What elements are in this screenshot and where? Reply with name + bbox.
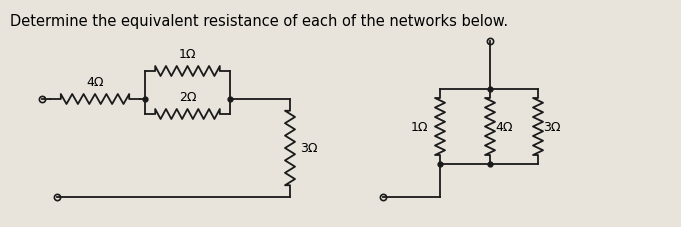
- Text: 3Ω: 3Ω: [300, 142, 317, 155]
- Text: 4Ω: 4Ω: [495, 121, 513, 133]
- Text: 4Ω: 4Ω: [86, 76, 104, 89]
- Text: Determine the equivalent resistance of each of the networks below.: Determine the equivalent resistance of e…: [10, 14, 508, 29]
- Text: 3Ω: 3Ω: [543, 121, 560, 133]
- Text: 1Ω: 1Ω: [178, 48, 196, 61]
- Text: 2Ω: 2Ω: [178, 91, 196, 104]
- Text: 1Ω: 1Ω: [411, 121, 428, 133]
